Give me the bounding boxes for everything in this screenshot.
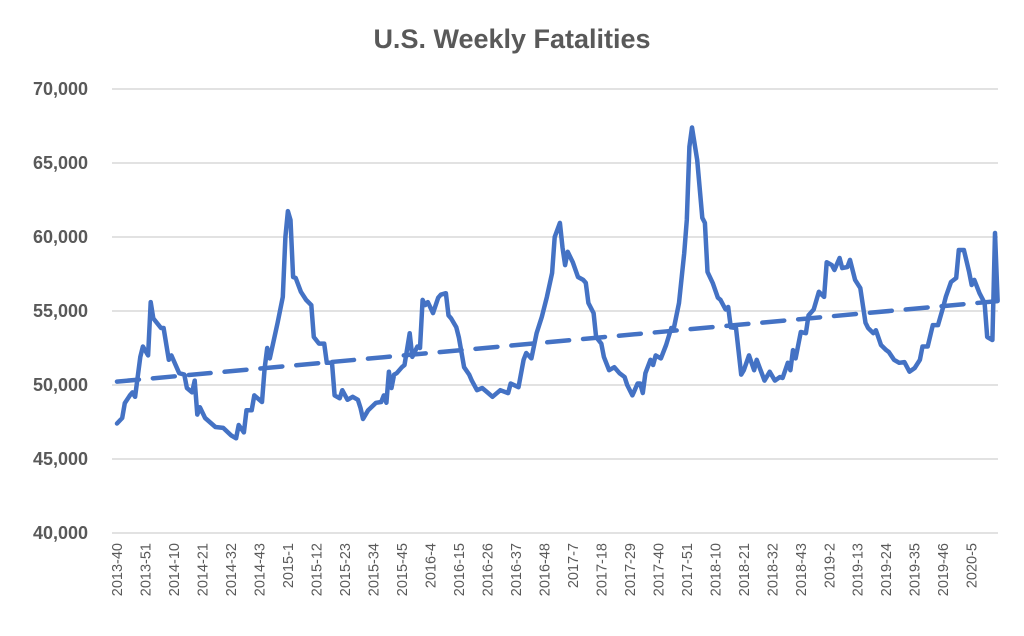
chart-title: U.S. Weekly Fatalities	[373, 24, 650, 54]
x-tick-label: 2015-12	[309, 543, 325, 596]
x-tick-label: 2013-51	[138, 543, 154, 596]
x-tick-label: 2014-43	[252, 543, 268, 596]
x-tick-label: 2019-46	[936, 543, 952, 596]
y-tick-label: 65,000	[33, 153, 88, 173]
x-tick-label: 2016-26	[480, 543, 496, 596]
x-tick-label: 2016-4	[423, 543, 439, 588]
x-tick-label: 2019-35	[908, 543, 924, 596]
x-tick-label: 2018-10	[708, 543, 724, 596]
series-line	[114, 125, 1000, 441]
y-tick-label: 55,000	[33, 301, 88, 321]
x-tick-label: 2015-34	[366, 543, 382, 596]
x-axis-tick-labels: 2013-40 2013-51 2014-10 2014-21 2014-32 2014-…	[110, 543, 981, 596]
x-tick-label: 2015-45	[395, 543, 411, 596]
x-tick-label: 2019-2	[822, 543, 838, 588]
x-tick-label: 2020-5	[965, 543, 981, 588]
y-tick-label: 40,000	[33, 523, 88, 543]
x-tick-label: 2018-43	[794, 543, 810, 596]
x-tick-label: 2018-32	[765, 543, 781, 596]
x-tick-label: 2016-48	[537, 543, 553, 596]
x-tick-label: 2016-15	[452, 543, 468, 596]
x-tick-label: 2013-40	[110, 543, 126, 596]
y-tick-label: 50,000	[33, 375, 88, 395]
x-tick-label: 2017-51	[680, 543, 696, 596]
x-tick-label: 2018-21	[737, 543, 753, 596]
x-tick-label: 2014-21	[195, 543, 211, 596]
x-tick-label: 2014-10	[167, 543, 183, 596]
x-tick-label: 2017-40	[651, 543, 667, 596]
x-tick-label: 2014-32	[224, 543, 240, 596]
x-tick-label: 2017-18	[594, 543, 610, 596]
x-tick-label: 2017-7	[566, 543, 582, 588]
x-tick-label: 2019-13	[851, 543, 867, 596]
x-tick-label: 2015-23	[338, 543, 354, 596]
x-tick-label: 2019-24	[879, 543, 895, 596]
y-tick-label: 45,000	[33, 449, 88, 469]
x-tick-label: 2016-37	[509, 543, 525, 596]
series-group	[114, 125, 1000, 441]
trendline	[114, 298, 1000, 384]
x-tick-label: 2017-29	[623, 543, 639, 596]
y-tick-label: 70,000	[33, 79, 88, 99]
x-tick-label: 2015-1	[281, 543, 297, 588]
y-tick-label: 60,000	[33, 227, 88, 247]
y-axis-tick-labels: 40,000 45,000 50,000 55,000 60,000 65,000 70,0…	[33, 79, 88, 543]
